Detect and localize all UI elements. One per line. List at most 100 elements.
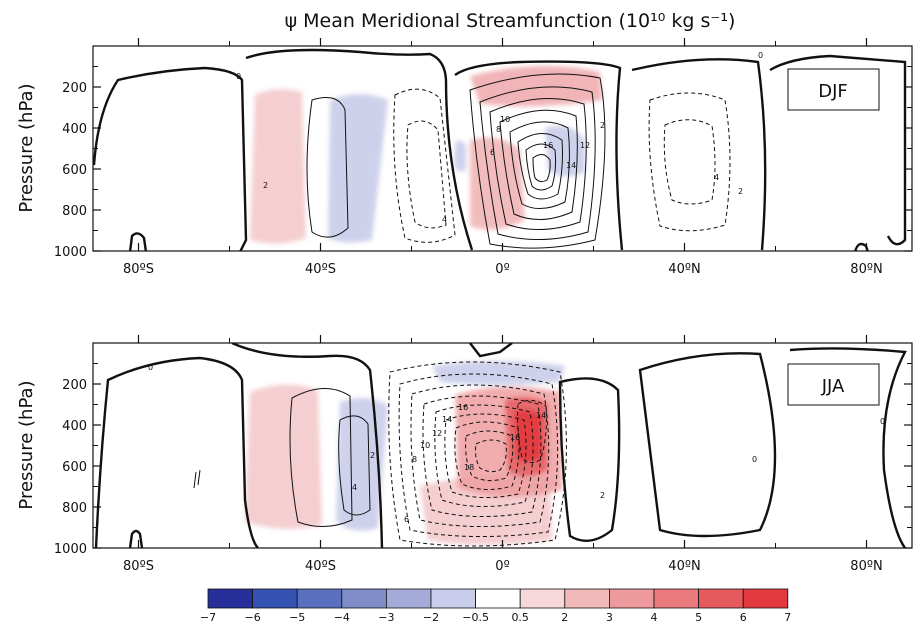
colorbar-swatch: [207, 588, 253, 609]
y-tick-label: 200: [62, 81, 87, 96]
contour-label: 2: [738, 187, 743, 196]
zero-contour: [454, 60, 624, 251]
colorbar-label: −2: [423, 611, 439, 624]
shade-neg: [545, 125, 585, 177]
colorbar-label: 5: [695, 611, 702, 624]
colorbar-swatch: [252, 588, 298, 609]
colorbar-label: 4: [651, 611, 658, 624]
contour-neg: [393, 88, 456, 243]
contour-pos: [479, 86, 596, 240]
colorbar-label: 3: [606, 611, 613, 624]
zero-contour: [245, 48, 474, 251]
contours-jja: [94, 343, 907, 548]
x-tick-label: 40ºN: [668, 262, 700, 277]
contour-pos: [306, 97, 349, 238]
contour-neg: [475, 439, 507, 473]
colorbar-swatch: [475, 588, 521, 609]
contour-neg: [398, 373, 559, 538]
shade-neg: [454, 140, 466, 172]
y-tick-label: 800: [62, 204, 87, 219]
contour-neg: [454, 421, 520, 490]
shade-pos: [250, 89, 306, 244]
contour-neg: [406, 120, 447, 229]
colorbar-label: 6: [740, 611, 747, 624]
y-tick-label: 600: [62, 460, 87, 475]
contour-label: 4: [714, 173, 719, 182]
x-tick-label: 80ºN: [850, 559, 882, 574]
contour-neg: [465, 430, 514, 482]
contour-label: 14: [442, 415, 452, 424]
contour-label: 18: [464, 463, 474, 472]
season-label-box: [787, 363, 880, 406]
colorbar-swatch: [296, 588, 343, 609]
zero-contour: [769, 54, 907, 246]
x-tick-label: 80ºS: [123, 262, 154, 277]
contour-pos: [525, 143, 557, 191]
shade-pos: [245, 384, 322, 529]
shade-pos: [514, 409, 542, 462]
contour-pos: [338, 415, 371, 516]
zero-contour: [631, 58, 767, 251]
contour-pos: [532, 154, 551, 183]
colorbar-swatch: [564, 588, 610, 609]
colorbar-swatch: [385, 588, 432, 609]
y-tick-label: 200: [62, 378, 87, 393]
shading-djf: [250, 65, 602, 244]
contour-label: 2: [263, 181, 268, 190]
contour-label: 14: [566, 161, 576, 170]
colorbar-label: −6: [244, 611, 260, 624]
x-tick-label: 40ºN: [668, 559, 700, 574]
contour-label: 2: [370, 451, 375, 460]
contour-pos: [517, 133, 563, 200]
colorbar: −7 −6 −5 −4 −3 −2 −0.5 0.5 2 3 4 5 6 7: [200, 588, 791, 624]
colorbar-swatch: [341, 588, 387, 609]
y-axis-label: Pressure (hPa): [16, 83, 37, 212]
zero-contour: [638, 352, 777, 538]
zero-contour: [93, 66, 248, 251]
contour-label: 4: [442, 215, 447, 224]
contour-labels-jja: 0 2 4 6 8 10 12 14 16 18 16 14 2 0 0: [148, 363, 885, 524]
colorbar-label: −5: [289, 611, 305, 624]
shade-neg: [432, 361, 565, 385]
contour-label: 2: [600, 121, 605, 130]
y-tick-label: 600: [62, 163, 87, 178]
x-tick-label: 0º: [495, 559, 509, 574]
contour-pos: [489, 98, 587, 231]
colorbar-label: −7: [200, 611, 216, 624]
contour-labels-djf: 0 2 4 6 8 10 12 14 16 2 4 2 0: [236, 51, 763, 224]
contour-neg: [444, 413, 527, 499]
x-tick-label: 0º: [495, 262, 509, 277]
contour-label: 0: [148, 363, 153, 372]
colorbar-swatch: [698, 588, 744, 609]
contour-neg: [410, 384, 550, 528]
season-label: DJF: [818, 81, 848, 102]
contour-pos: [509, 121, 570, 209]
contour-neg: [663, 119, 716, 205]
contour-label: 0: [758, 51, 763, 60]
contour-label: 2: [600, 491, 605, 500]
colorbar-label: 2: [561, 611, 568, 624]
x-tick-label: 40ºS: [305, 559, 336, 574]
contour-neg: [517, 400, 547, 464]
contour-label: 12: [580, 141, 590, 150]
x-tick-label: 80ºS: [123, 559, 154, 574]
contour-label: 10: [420, 441, 430, 450]
zero-contour: [128, 232, 148, 251]
colorbar-label: 7: [784, 611, 791, 624]
contour-neg: [422, 395, 542, 518]
contour-pos: [499, 109, 578, 220]
panel-jja: 0 2 4 6 8 10 12 14 16 18 16 14 2 0 0 JJA…: [16, 335, 913, 574]
contour-label: 16: [458, 403, 468, 412]
contour-label: 8: [412, 455, 417, 464]
x-tick-label: 40ºS: [305, 262, 336, 277]
contours-djf: [93, 48, 907, 251]
panel-djf: 0 2 4 6 8 10 12 14 16 2 4 2 0 DJF Pressu…: [16, 38, 913, 277]
contour-label: 10: [500, 115, 510, 124]
zero-contour: [193, 469, 201, 489]
contour-label: 14: [536, 411, 546, 420]
zero-contour: [789, 347, 907, 548]
contour-neg: [648, 92, 731, 232]
